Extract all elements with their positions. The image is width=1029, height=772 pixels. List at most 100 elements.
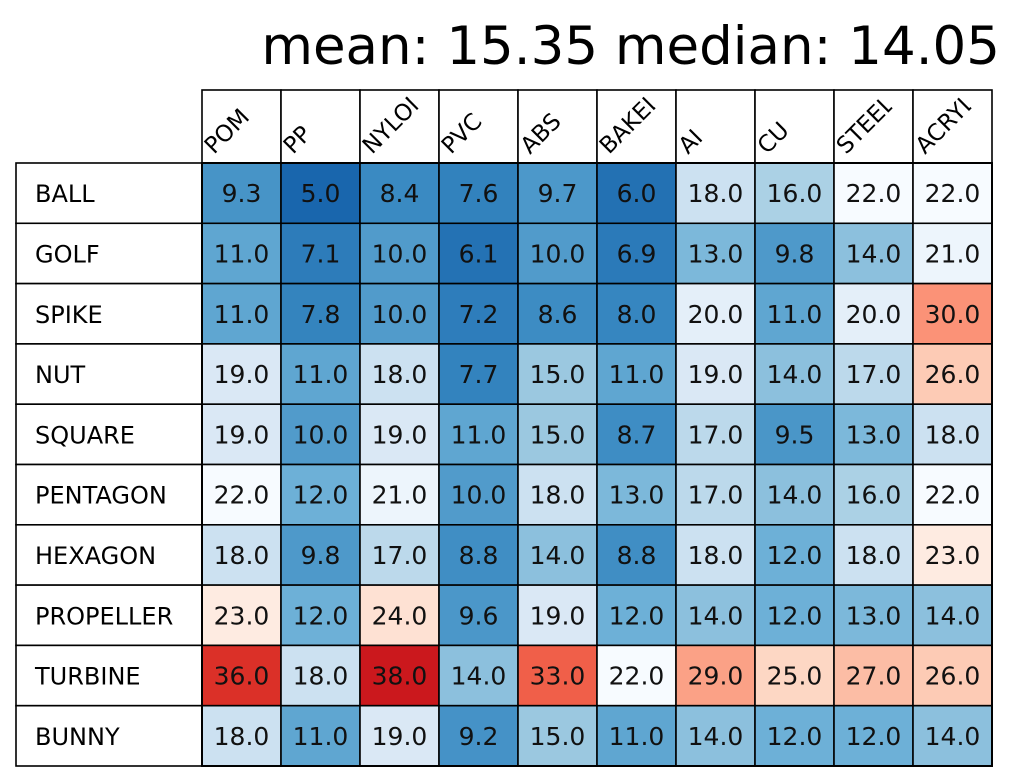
cell-value-label: 33.0 (530, 662, 586, 691)
cell-value-label: 18.0 (688, 541, 744, 570)
cell-value-label: 14.0 (925, 722, 981, 751)
heatmap-cell (596, 584, 677, 647)
cell-value-label: 13.0 (609, 481, 665, 510)
heatmap-cell (438, 343, 519, 405)
heatmap-cell (517, 704, 598, 767)
cell-value-label: 27.0 (846, 662, 902, 691)
cell-value-label: 18.0 (372, 360, 428, 389)
cell-value-label: 8.7 (617, 420, 657, 449)
cell-value-label: 15.0 (530, 360, 586, 389)
cell-value-label: 9.8 (301, 541, 341, 570)
heatmap-cell (912, 222, 993, 285)
heatmap-cell (912, 704, 993, 767)
cell-value-label: 18.0 (214, 722, 270, 751)
grid-border (201, 162, 993, 767)
cell-value-label: 18.0 (530, 481, 586, 510)
cell-value-label: 12.0 (767, 722, 823, 751)
heatmap-cell (517, 523, 598, 586)
cell-value-label: 7.6 (459, 179, 499, 208)
cell-value-label: 8.4 (380, 179, 420, 208)
heatmap-cell (675, 222, 756, 285)
cell-value-label: 8.0 (617, 300, 657, 329)
heatmap-cell (280, 282, 361, 345)
cell-value-label: 11.0 (214, 300, 270, 329)
cell-value-label: 9.3 (222, 179, 262, 208)
cell-value-label: 29.0 (688, 662, 744, 691)
heatmap-cell (833, 403, 914, 466)
cell-value-label: 10.0 (530, 239, 586, 268)
row-header-box (15, 584, 203, 647)
heatmap-cell (833, 463, 914, 526)
cell-value-label: 21.0 (925, 239, 981, 268)
heatmap-cell (912, 584, 993, 647)
cell-value-label: 15.0 (530, 420, 586, 449)
cell-value-label: 8.8 (617, 541, 657, 570)
heatmap-cell (596, 463, 677, 526)
cell-value-label: 13.0 (846, 601, 902, 630)
cell-value-label: 11.0 (293, 360, 349, 389)
row-header-box (15, 222, 203, 285)
cell-value-label: 19.0 (530, 601, 586, 630)
heatmap-cell (754, 523, 835, 586)
heatmap-cell (912, 403, 993, 466)
row-label: BUNNY (35, 723, 120, 751)
cell-value-label: 11.0 (767, 300, 823, 329)
cell-value-label: 14.0 (925, 601, 981, 630)
heatmap-cell (438, 463, 519, 526)
heatmap-cell (754, 282, 835, 345)
column-header-box (596, 89, 677, 164)
row-label: HEXAGON (35, 542, 156, 570)
heatmap-cell (517, 343, 598, 405)
row-label: PROPELLER (35, 602, 173, 630)
cell-value-label: 23.0 (925, 541, 981, 570)
row-label: NUT (35, 361, 86, 389)
heatmap-cell (596, 282, 677, 345)
heatmap-cell (359, 282, 440, 345)
cell-value-label: 26.0 (925, 662, 981, 691)
cell-value-label: 17.0 (372, 541, 428, 570)
cell-value-label: 22.0 (214, 481, 270, 510)
heatmap-cell (280, 644, 361, 707)
cell-value-label: 22.0 (925, 179, 981, 208)
heatmap-cell (833, 282, 914, 345)
column-header-box (201, 89, 282, 164)
cell-value-label: 14.0 (688, 722, 744, 751)
cell-value-label: 17.0 (688, 420, 744, 449)
cell-value-label: 36.0 (214, 662, 270, 691)
heatmap-cell (833, 162, 914, 225)
row-label: PENTAGON (35, 482, 167, 510)
cell-value-label: 9.8 (775, 239, 815, 268)
cell-value-label: 14.0 (530, 541, 586, 570)
cell-value-label: 15.0 (530, 722, 586, 751)
cell-value-label: 19.0 (372, 722, 428, 751)
cell-value-label: 12.0 (767, 601, 823, 630)
heatmap-cell (833, 222, 914, 285)
heatmap-cell (280, 704, 361, 767)
heatmap-cell (359, 523, 440, 586)
heatmap-cell (280, 463, 361, 526)
heatmap-cell (359, 162, 440, 225)
heatmap-cell (675, 523, 756, 586)
cell-value-label: 18.0 (846, 541, 902, 570)
cell-value-label: 8.8 (459, 541, 499, 570)
cell-value-label: 6.1 (459, 239, 499, 268)
cell-value-label: 18.0 (293, 662, 349, 691)
cell-value-label: 38.0 (372, 662, 428, 691)
heatmap-cell (754, 704, 835, 767)
heatmap-cell (675, 282, 756, 345)
cell-value-label: 13.0 (688, 239, 744, 268)
cell-value-label: 22.0 (846, 179, 902, 208)
row-label: GOLF (35, 240, 100, 268)
heatmap-cell (201, 162, 282, 225)
heatmap-cell (833, 704, 914, 767)
cell-value-label: 17.0 (846, 360, 902, 389)
heatmap-cell (912, 282, 993, 345)
cell-value-label: 7.2 (459, 300, 499, 329)
heatmap-grid: 9.3 5.0 8.4 7.6 9.7 6.0 18.0 16.0 22.0 22.0 11.0 7.… (15, 64, 993, 767)
cell-value-label: 22.0 (925, 481, 981, 510)
row-label: TURBINE (34, 663, 141, 691)
cell-value-label: 18.0 (688, 179, 744, 208)
column-header-box (280, 89, 361, 164)
cell-value-label: 18.0 (925, 420, 981, 449)
